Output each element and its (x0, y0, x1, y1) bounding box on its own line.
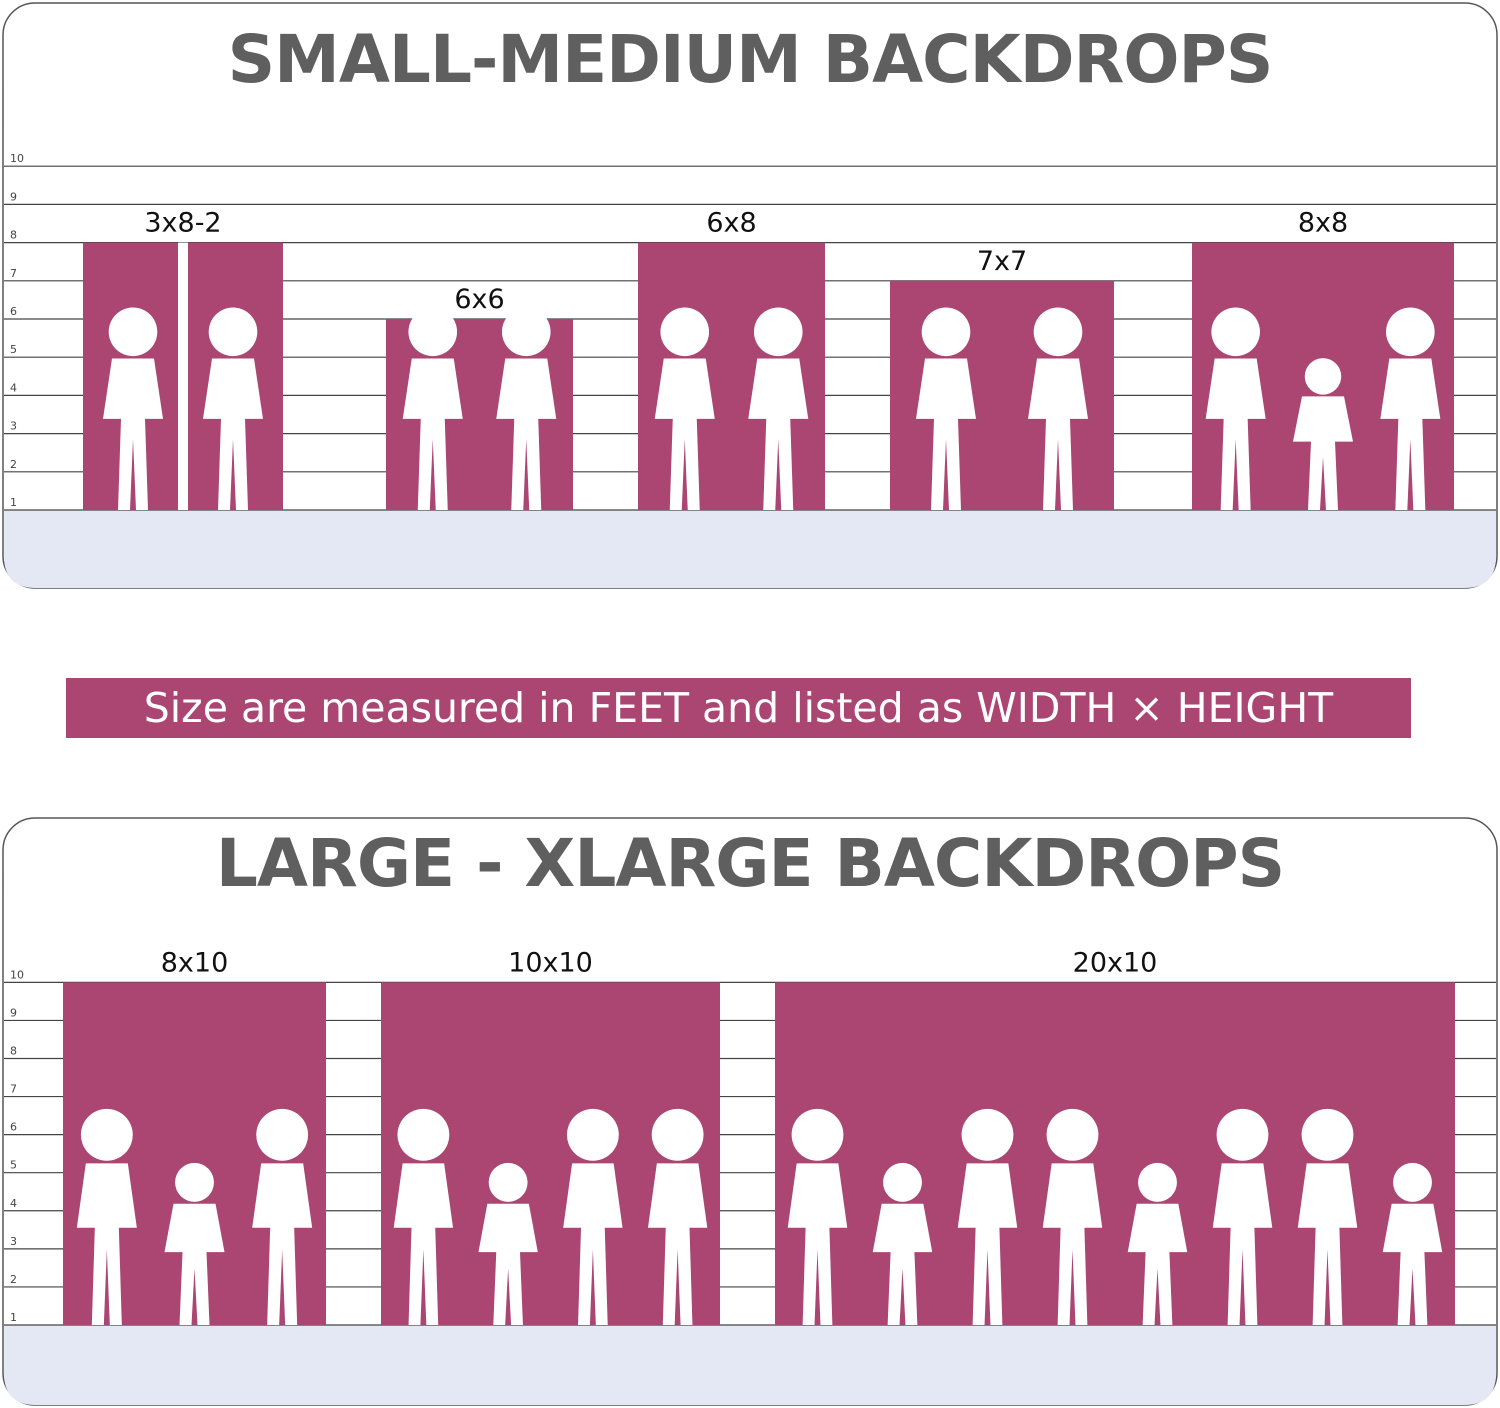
silhouette-body (1293, 396, 1353, 510)
silhouette-body (496, 358, 557, 510)
silhouette-head (256, 1108, 309, 1161)
silhouette-body (252, 1163, 313, 1325)
scale-label: 2 (10, 1273, 17, 1286)
silhouette-body (787, 1163, 848, 1325)
silhouette-body (654, 358, 715, 510)
scale-label: 3 (10, 420, 17, 433)
backdrop-6x8: 6x8 (638, 208, 825, 510)
backdrop-size-label: 20x10 (1073, 947, 1158, 978)
silhouette-head (1138, 1162, 1177, 1202)
silhouette-body (1028, 358, 1088, 510)
backdrop-8x8: 8x8 (1192, 208, 1454, 510)
backdrop-split-gap (178, 242, 188, 510)
silhouette-head (80, 1108, 133, 1161)
measurement-note-banner: Size are measured in FEET and listed as … (66, 678, 1411, 738)
silhouette-head (501, 307, 551, 357)
scale-label: 3 (10, 1235, 17, 1248)
scale-label: 7 (10, 1083, 17, 1096)
backdrop-panel (775, 982, 1455, 1325)
scale-label: 4 (10, 1197, 17, 1210)
backdrop-10x10: 10x10 (381, 947, 720, 1325)
silhouette-head (651, 1108, 704, 1161)
silhouette-body (478, 1203, 538, 1325)
panel-title: SMALL-MEDIUM BACKDROPS (228, 21, 1273, 98)
scale-label: 7 (10, 267, 17, 280)
backdrop-3x8-2: 3x8-2 (83, 208, 283, 510)
scale-label: 1 (10, 496, 17, 509)
silhouette-head (1393, 1162, 1432, 1202)
silhouette-body (1382, 1203, 1443, 1325)
silhouette-head (1301, 1108, 1354, 1161)
scale-label: 2 (10, 458, 17, 471)
silhouette-head (175, 1162, 214, 1202)
backdrop-20x10: 20x10 (775, 947, 1455, 1325)
silhouette-body (393, 1163, 454, 1325)
silhouette-body (1127, 1203, 1188, 1325)
silhouette-body (1297, 1163, 1358, 1325)
silhouette-head (566, 1108, 619, 1161)
silhouette-body (76, 1163, 137, 1325)
silhouette-body (916, 358, 976, 510)
silhouette-body (164, 1203, 225, 1325)
backdrop-size-label: 6x6 (454, 284, 504, 315)
scale-label: 5 (10, 343, 17, 356)
backdrop-size-label: 3x8-2 (144, 208, 221, 239)
silhouette-body (1042, 1163, 1103, 1325)
silhouette-head (660, 307, 710, 357)
silhouette-head (397, 1108, 450, 1161)
silhouette-body (872, 1203, 933, 1325)
backdrop-7x7: 7x7 (890, 246, 1114, 510)
scale-label: 4 (10, 381, 17, 394)
silhouette-head (883, 1162, 922, 1202)
silhouette-head (1216, 1108, 1269, 1161)
silhouette-body (1212, 1163, 1273, 1325)
scale-label: 6 (10, 1121, 17, 1134)
scale-label: 6 (10, 305, 17, 318)
scale-label: 9 (10, 190, 17, 203)
silhouette-body (103, 358, 163, 510)
silhouette-head (1033, 307, 1083, 357)
silhouette-head (961, 1108, 1014, 1161)
silhouette-body (1205, 358, 1266, 510)
silhouette-head (1211, 307, 1260, 357)
panel-title: LARGE - XLARGE BACKDROPS (216, 825, 1284, 902)
silhouette-head (1304, 358, 1342, 395)
floor (4, 510, 1496, 588)
floor (4, 1325, 1496, 1405)
silhouette-body (748, 358, 809, 510)
silhouette-head (408, 307, 458, 357)
silhouette-head (753, 307, 803, 357)
backdrop-8x10: 8x10 (63, 947, 326, 1325)
silhouette-head (488, 1162, 528, 1202)
silhouette-body (402, 358, 463, 510)
scale-label: 8 (10, 1044, 17, 1057)
silhouette-head (791, 1108, 844, 1161)
backdrop-size-label: 10x10 (508, 947, 593, 978)
silhouette-head (921, 307, 971, 357)
silhouette-body (203, 358, 263, 510)
scale-label: 5 (10, 1159, 17, 1172)
scale-label: 1 (10, 1311, 17, 1324)
silhouette-head (1046, 1108, 1099, 1161)
silhouette-body (563, 1163, 623, 1325)
scale-label: 8 (10, 229, 17, 242)
silhouette-head (1386, 307, 1435, 357)
backdrop-size-label: 8x10 (161, 947, 229, 978)
scale-label: 10 (10, 968, 24, 981)
scale-label: 9 (10, 1006, 17, 1019)
panel-2: LARGE - XLARGE BACKDROPS 1 2 3 4 5 6 7 8 9 10 8x10 1… (2, 817, 1498, 1406)
silhouette-body (647, 1163, 708, 1325)
backdrop-size-label: 8x8 (1298, 208, 1348, 239)
silhouette-body (957, 1163, 1018, 1325)
panel-1: SMALL-MEDIUM BACKDROPS 1 2 3 4 5 6 7 8 9 10 3x8-2 6x… (2, 2, 1498, 589)
silhouette-head (108, 307, 158, 357)
silhouette-head (208, 307, 258, 357)
backdrop-6x6: 6x6 (386, 284, 573, 510)
scale-label: 10 (10, 152, 24, 165)
silhouette-body (1380, 358, 1441, 510)
backdrop-size-label: 7x7 (977, 246, 1027, 277)
backdrop-size-label: 6x8 (706, 208, 756, 239)
